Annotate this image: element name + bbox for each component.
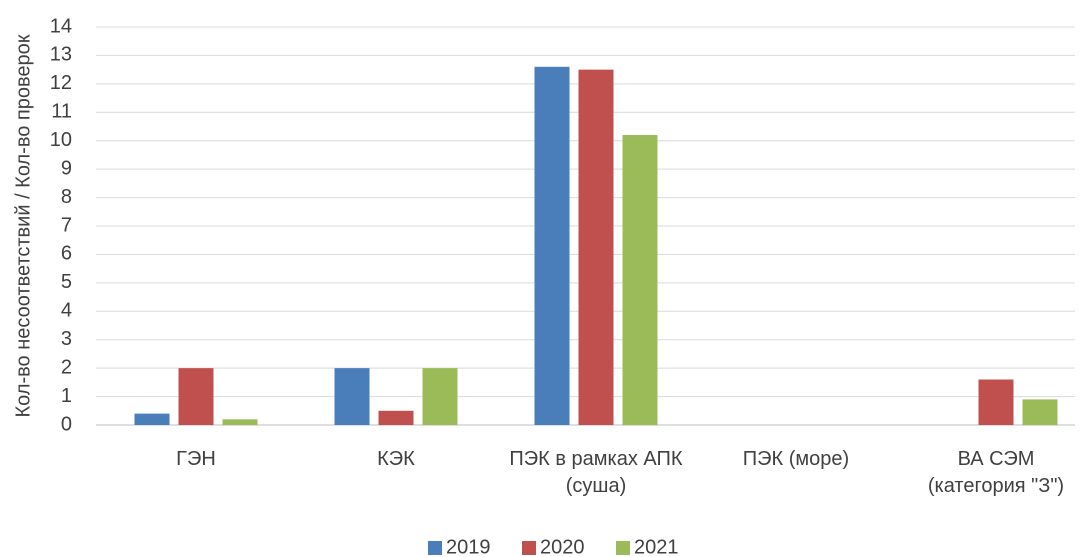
legend-swatch [522, 541, 536, 555]
bar [422, 368, 458, 425]
y-tick-label: 1 [61, 385, 72, 407]
y-tick-label: 3 [61, 328, 72, 350]
y-tick-label: 10 [50, 129, 72, 151]
y-tick-label: 5 [61, 271, 72, 293]
y-tick-label: 9 [61, 157, 72, 179]
legend-label: 2019 [446, 536, 491, 557]
x-tick-label: ПЭК в рамках АПК (суша) [509, 448, 683, 497]
y-tick-label: 14 [50, 15, 72, 37]
bar [978, 379, 1014, 425]
x-tick-label: ПЭК (море) [742, 448, 850, 470]
bar [134, 413, 170, 425]
y-tick-label: 8 [61, 186, 72, 208]
y-axis-title: Кол-во несоответствий / Кол-во проверок [12, 34, 34, 417]
y-tick-label: 0 [61, 413, 72, 435]
legend-swatch [616, 541, 630, 555]
y-tick-label: 11 [51, 101, 72, 123]
bar [334, 368, 370, 425]
y-tick-label: 13 [50, 44, 72, 66]
legend-label: 2021 [634, 536, 679, 557]
y-tick-label: 12 [50, 72, 72, 94]
x-tick-label: ГЭН [176, 448, 216, 470]
bar [222, 419, 258, 425]
y-tick-label: 7 [61, 214, 72, 236]
y-tick-label: 2 [61, 356, 72, 378]
bar [378, 410, 414, 425]
y-tick-label: 4 [61, 300, 72, 322]
x-tick-label: КЭК [377, 448, 415, 470]
x-tick-label: ВА СЭМ (категория "З") [927, 448, 1065, 497]
bar [1022, 399, 1058, 425]
legend-label: 2020 [540, 536, 585, 557]
bar [622, 135, 658, 425]
bar [534, 66, 570, 426]
bar [178, 368, 214, 425]
bar [578, 69, 614, 426]
y-tick-label: 6 [61, 243, 72, 265]
legend-swatch [428, 541, 442, 555]
